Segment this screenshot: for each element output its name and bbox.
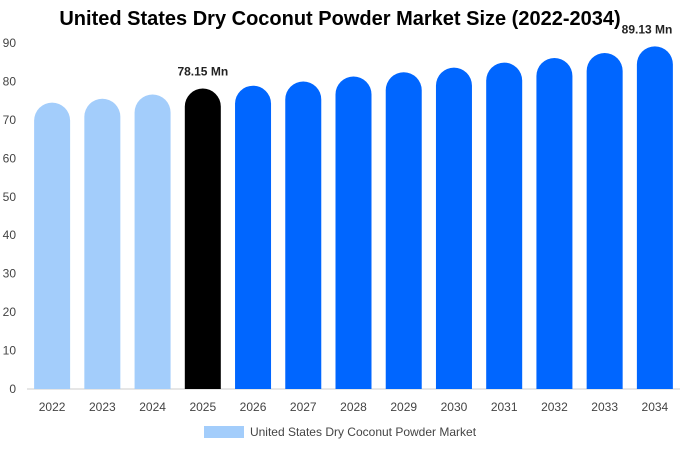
x-tick-label: 2033 [591,400,618,414]
x-tick-label: 2034 [642,400,669,414]
x-tick-label: 2024 [139,400,166,414]
data-label-2025: 78.15 Mn [177,65,228,79]
x-tick-label: 2030 [441,400,468,414]
x-tick-label: 2025 [189,400,216,414]
y-tick-label: 20 [3,305,17,319]
data-labels-group: 78.15 Mn 89.13 Mn [177,22,672,78]
bar-2033 [586,52,623,390]
bars-group [34,46,673,390]
y-tick-label: 90 [3,36,17,50]
y-tick-label: 0 [9,382,16,396]
bar-2028 [335,76,372,390]
bar-2026 [235,85,272,389]
y-tick-label: 50 [3,190,17,204]
y-tick-label: 10 [3,344,17,358]
bar-2030 [435,67,472,390]
y-tick-label: 30 [3,267,17,281]
y-tick-label: 60 [3,151,17,165]
legend: United States Dry Coconut Powder Market [0,425,680,439]
data-label-2034: 89.13 Mn [622,22,673,36]
bar-2023 [84,98,121,389]
bar-2034 [636,46,673,389]
x-tick-label: 2022 [39,400,66,414]
y-tick-label: 80 [3,74,17,88]
y-tick-label: 70 [3,113,17,127]
chart-title: United States Dry Coconut Powder Market … [59,8,621,30]
y-axis: 0 10 20 30 40 50 60 70 80 90 [3,36,17,396]
x-tick-label: 2029 [390,400,417,414]
x-tick-label: 2028 [340,400,367,414]
x-tick-label: 2027 [290,400,317,414]
x-tick-label: 2032 [541,400,568,414]
bar-2032 [536,57,573,389]
legend-label: United States Dry Coconut Powder Market [249,425,477,439]
x-axis: 2022 2023 2024 2025 2026 2027 2028 2029 2030 2031… [27,388,680,414]
legend-swatch [203,426,244,438]
y-tick-label: 40 [3,228,17,242]
bar-2029 [385,72,422,390]
bar-2031 [486,62,523,390]
bar-2025 [184,88,221,389]
bar-2027 [285,81,322,389]
bar-2024 [134,94,171,389]
x-tick-label: 2026 [240,400,267,414]
x-tick-label: 2031 [491,400,518,414]
bar-2022 [34,102,71,390]
x-tick-label: 2023 [89,400,116,414]
